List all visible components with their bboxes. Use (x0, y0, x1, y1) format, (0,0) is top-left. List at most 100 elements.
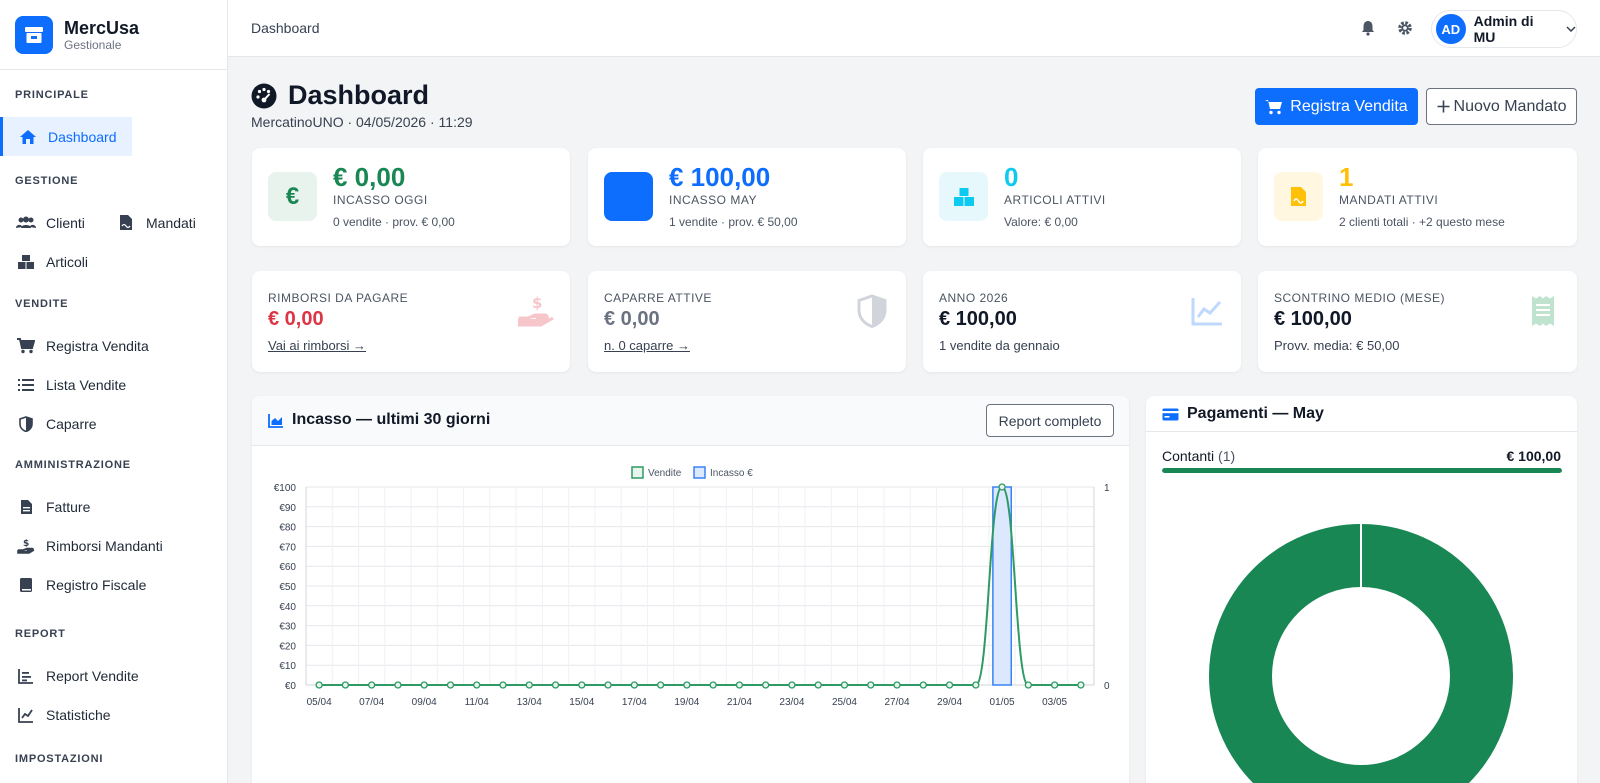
bell-icon[interactable] (1358, 18, 1378, 38)
y-tick-label: €10 (279, 661, 296, 672)
point-vendite (368, 681, 376, 689)
breadcrumb: Dashboard (251, 20, 320, 36)
point-vendite (762, 681, 770, 689)
book-icon (16, 575, 36, 595)
point-vendite (945, 681, 954, 689)
sidebar-item-registra-vendita[interactable]: Registra Vendita (0, 326, 149, 365)
stat-value: 1 (1339, 162, 1354, 192)
x-tick-label: 29/04 (937, 697, 962, 708)
stat-card-articoli: 0 ARTICOLI ATTIVI Valore: € 0,00 (923, 148, 1241, 246)
sidebar-item-label: Registro Fiscale (46, 576, 147, 593)
svg-text:$: $ (23, 539, 29, 549)
y-tick-label: €50 (279, 582, 296, 593)
sidebar-item-caparre[interactable]: Caparre (0, 404, 97, 443)
sidebar-item-dashboard[interactable]: Dashboard (0, 117, 132, 156)
report-completo-button[interactable]: Report completo (986, 404, 1114, 437)
point-vendite (972, 681, 980, 689)
x-tick-label: 17/04 (622, 697, 647, 708)
sidebar-item-mandati[interactable]: Mandati (100, 203, 196, 242)
payment-method: Contanti (1) (1162, 448, 1235, 464)
point-vendite (446, 681, 455, 689)
payments-title-label: Pagamenti — May (1187, 405, 1324, 422)
mini-value: € 0,00 (604, 308, 660, 330)
sidebar-item-label: Clienti (46, 214, 85, 231)
section-gestione: GESTIONE (15, 175, 79, 187)
y-tick-label: €100 (274, 483, 297, 494)
mini-sub: Provv. media: € 50,00 (1274, 338, 1400, 353)
page-title: Dashboard (288, 80, 430, 110)
stat-label: MANDATI ATTIVI (1339, 193, 1439, 207)
caparre-link[interactable]: n. 0 caparre → (604, 338, 690, 353)
point-vendite (578, 681, 586, 689)
x-tick-label: 23/04 (779, 697, 804, 708)
sidebar-item-fatture[interactable]: Fatture (0, 487, 90, 526)
point-vendite (998, 483, 1006, 491)
legend-swatch-vendite (631, 466, 644, 479)
mini-value: € 100,00 (1274, 308, 1352, 330)
stat-label: INCASSO OGGI (333, 193, 428, 207)
stat-label: ARTICOLI ATTIVI (1004, 193, 1106, 207)
registra-vendita-label: Registra Vendita (1290, 97, 1408, 115)
line-chart-icon (16, 705, 36, 725)
mini-sub: 1 vendite da gennaio (939, 338, 1060, 353)
payments-title: Pagamenti — May (1162, 405, 1324, 423)
report-icon (16, 666, 36, 686)
point-vendite (1077, 681, 1085, 689)
y-tick-label: €70 (279, 542, 296, 553)
shield-icon (16, 414, 36, 434)
x-tick-label: 25/04 (832, 697, 857, 708)
sidebar-item-registro-fiscale[interactable]: Registro Fiscale (0, 565, 146, 604)
y-tick-label: €40 (279, 602, 296, 613)
stat-sub: Valore: € 0,00 (1004, 215, 1078, 229)
point-vendite (735, 681, 744, 689)
user-menu[interactable]: AD Admin di MU (1431, 10, 1577, 48)
stat-card-mandati: 1 MANDATI ATTIVI 2 clienti totali · +2 q… (1258, 148, 1577, 246)
nuovo-mandato-button[interactable]: Nuovo Mandato (1426, 88, 1577, 125)
sidebar-item-lista-vendite[interactable]: Lista Vendite (0, 365, 126, 404)
point-vendite (499, 681, 507, 689)
point-vendite (394, 681, 402, 689)
stat-sub: 1 vendite · prov. € 50,00 (669, 215, 798, 229)
stat-card-incasso-mese: € 100,00 INCASSO MAY 1 vendite · prov. €… (588, 148, 906, 246)
y-right-tick-label: 0 (1104, 681, 1110, 692)
sidebar-item-clienti[interactable]: Clienti (0, 203, 85, 242)
y-right-tick-label: 1 (1104, 483, 1110, 494)
sidebar-item-articoli[interactable]: Articoli (0, 242, 88, 281)
point-vendite (788, 681, 796, 689)
donut-slice-contanti (1209, 524, 1513, 783)
sidebar-item-report-vendite[interactable]: Report Vendite (0, 656, 139, 695)
point-vendite (1024, 681, 1032, 689)
point-vendite (551, 681, 560, 689)
point-vendite (473, 681, 481, 689)
payments-header: Pagamenti — May (1146, 396, 1577, 432)
point-vendite (683, 681, 691, 689)
sidebar-item-rimborsi-mandanti[interactable]: $ Rimborsi Mandanti (0, 526, 163, 565)
stat-label: INCASSO MAY (669, 193, 757, 207)
payment-progress-fill (1162, 468, 1562, 473)
legend-swatch-incasso (693, 466, 706, 479)
home-icon (18, 127, 38, 147)
x-tick-label: 19/04 (674, 697, 699, 708)
x-tick-label: 07/04 (359, 697, 384, 708)
point-vendite (919, 681, 927, 689)
sidebar-item-statistiche[interactable]: Statistiche (0, 695, 111, 734)
gear-icon[interactable] (1395, 18, 1415, 38)
rimborsi-link[interactable]: Vai ai rimborsi → (268, 338, 367, 353)
point-vendite (709, 681, 717, 689)
stat-value: 0 (1004, 162, 1019, 192)
mini-label: RIMBORSI DA PAGARE (268, 291, 409, 305)
brand-name: MercUsa (64, 17, 140, 38)
boxes-icon (16, 252, 36, 272)
mini-value: € 0,00 (268, 308, 324, 330)
chart-panel-title: Incasso — ultimi 30 giorni (268, 411, 490, 429)
mini-card-caparre: CAPARRE ATTIVE € 0,00 n. 0 caparre → (588, 271, 906, 372)
mini-label: SCONTRINO MEDIO (MESE) (1274, 291, 1446, 305)
plus-icon (1437, 100, 1450, 113)
registra-vendita-button[interactable]: Registra Vendita (1255, 88, 1418, 125)
brand[interactable]: MercUsa Gestionale (0, 0, 227, 70)
point-vendite (341, 681, 350, 689)
point-vendite (315, 681, 323, 689)
mini-card-scontrino: SCONTRINO MEDIO (MESE) € 100,00 Provv. m… (1258, 271, 1577, 372)
x-tick-label: 05/04 (307, 697, 332, 708)
x-tick-label: 21/04 (727, 697, 752, 708)
